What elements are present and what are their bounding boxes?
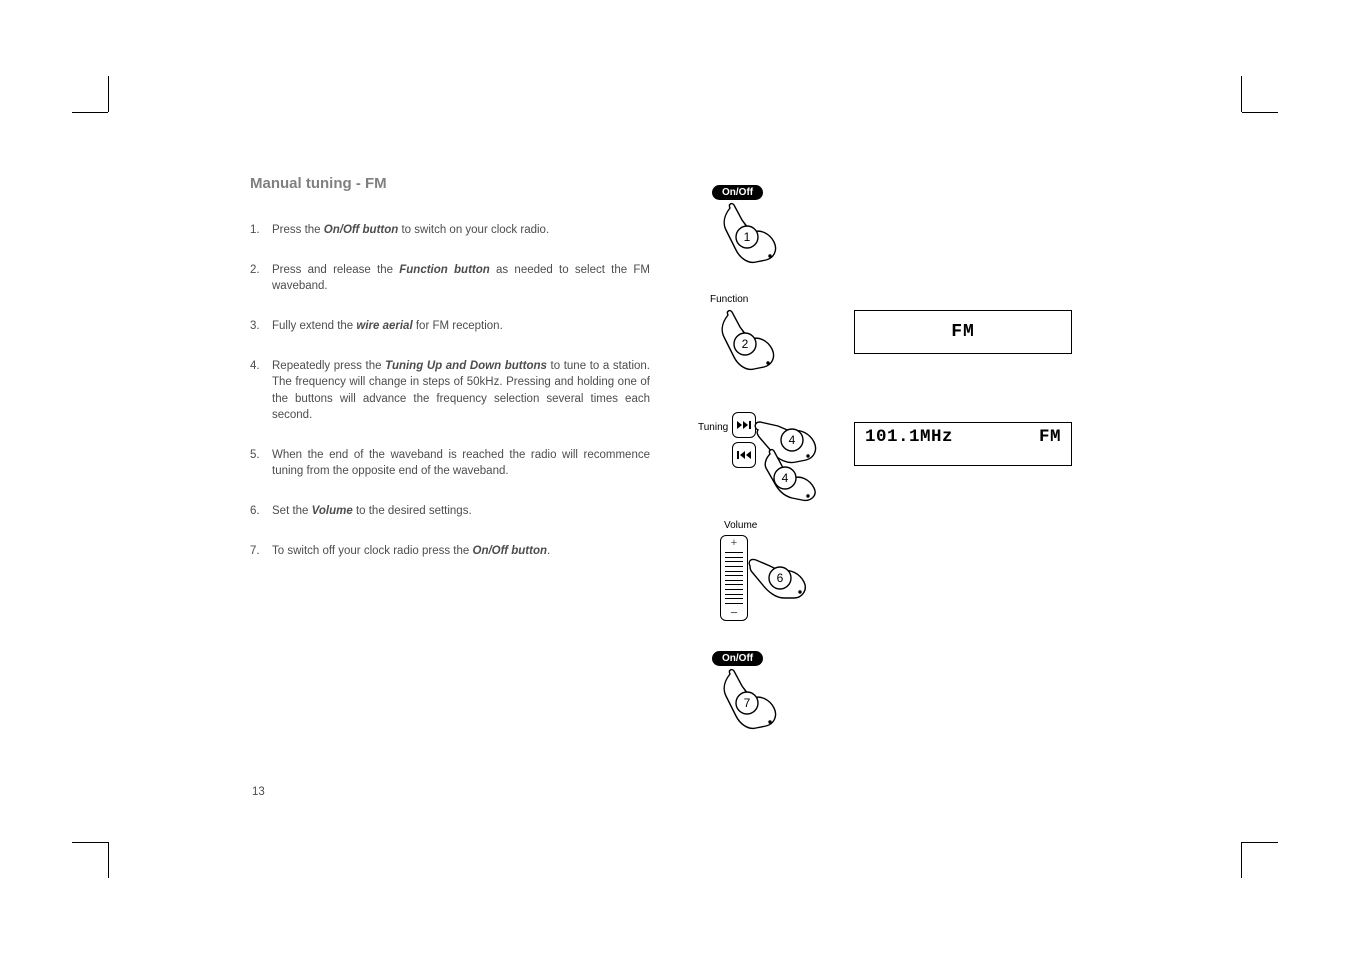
step-7: 7.To switch off your clock radio press t… <box>250 543 650 559</box>
step-text: When the end of the waveband is reached … <box>272 447 650 479</box>
step-badge: 2 <box>742 337 749 351</box>
minus-icon: − <box>721 606 747 619</box>
volume-label: Volume <box>724 520 816 531</box>
step-number: 5. <box>250 447 272 479</box>
crop-mark <box>1241 76 1242 112</box>
step-number: 1. <box>250 222 272 238</box>
crop-mark <box>108 842 109 878</box>
crop-mark <box>108 76 109 112</box>
hand-icon: 1 <box>712 200 792 270</box>
step-6: 6.Set the Volume to the desired settings… <box>250 503 650 519</box>
volume-slider-icon: + − <box>720 535 748 621</box>
step-5: 5.When the end of the waveband is reache… <box>250 447 650 479</box>
hand-icon: 7 <box>712 666 792 736</box>
illustration-onoff-1: On/Off 1 <box>712 182 792 270</box>
step-badge: 4 <box>782 471 789 485</box>
step-badge: 4 <box>789 433 796 447</box>
step-text: Fully extend the wire aerial for FM rece… <box>272 318 650 334</box>
onoff-button-label: On/Off <box>712 185 763 200</box>
illustration-volume: Volume + − 6 <box>720 520 816 621</box>
step-badge: 7 <box>744 696 751 710</box>
step-1: 1.Press the On/Off button to switch on y… <box>250 222 650 238</box>
lcd-frequency: 101.1MHz <box>865 427 953 447</box>
plus-icon: + <box>721 538 747 549</box>
lcd-band: FM <box>951 322 975 342</box>
step-text: Press and release the Function button as… <box>272 262 650 294</box>
page-number: 13 <box>252 786 265 798</box>
instruction-column: 1.Press the On/Off button to switch on y… <box>250 222 650 559</box>
onoff-button-label: On/Off <box>712 651 763 666</box>
page-content: Manual tuning - FM 1.Press the On/Off bu… <box>250 175 1100 583</box>
crop-mark <box>72 112 108 113</box>
function-button-label: Function <box>710 294 748 305</box>
crop-mark <box>1242 842 1278 843</box>
step-number: 3. <box>250 318 272 334</box>
crop-mark <box>1242 112 1278 113</box>
step-text: Repeatedly press the Tuning Up and Down … <box>272 358 650 422</box>
tuning-label: Tuning <box>698 422 728 433</box>
step-3: 3.Fully extend the wire aerial for FM re… <box>250 318 650 334</box>
step-4: 4.Repeatedly press the Tuning Up and Dow… <box>250 358 650 422</box>
hand-icon: 6 <box>746 548 816 608</box>
instruction-list: 1.Press the On/Off button to switch on y… <box>250 222 650 559</box>
step-number: 7. <box>250 543 272 559</box>
illustration-onoff-7: On/Off 7 <box>712 648 792 736</box>
lcd-display-fm: FM <box>854 310 1072 354</box>
step-badge: 1 <box>744 230 751 244</box>
lcd-display-frequency: 101.1MHz FM <box>854 422 1072 466</box>
crop-mark <box>72 842 108 843</box>
step-2: 2.Press and release the Function button … <box>250 262 650 294</box>
step-number: 2. <box>250 262 272 294</box>
step-text: To switch off your clock radio press the… <box>272 543 650 559</box>
page-title: Manual tuning - FM <box>250 175 1100 192</box>
hand-icon: 2 <box>710 307 790 377</box>
hand-icon: 4 4 <box>752 412 832 502</box>
step-text: Set the Volume to the desired settings. <box>272 503 650 519</box>
crop-mark <box>1241 842 1242 878</box>
step-number: 6. <box>250 503 272 519</box>
step-number: 4. <box>250 358 272 422</box>
illustration-tuning: Tuning 4 4 <box>698 412 832 507</box>
step-badge: 6 <box>777 571 784 585</box>
lcd-band: FM <box>1039 427 1061 447</box>
illustration-function: Function 2 <box>710 289 790 377</box>
step-text: Press the On/Off button to switch on you… <box>272 222 650 238</box>
